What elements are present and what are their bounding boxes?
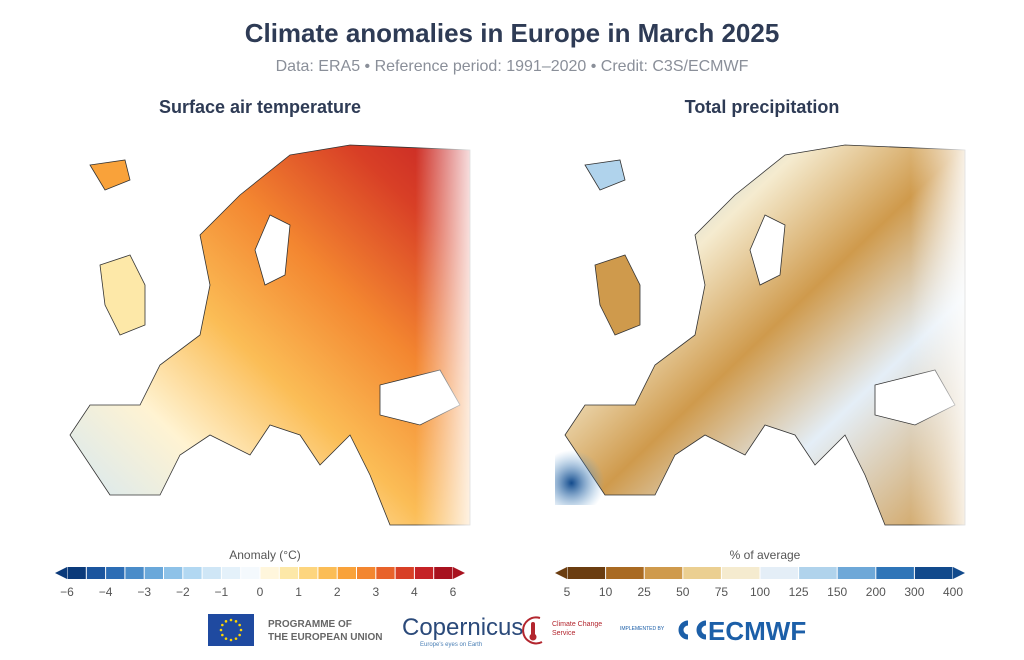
eu-programme-line1: PROGRAMME OF (268, 619, 352, 630)
colorbar-segment (125, 567, 144, 579)
colorbar-segment (760, 567, 799, 579)
colorbar-segment (799, 567, 837, 579)
ecmwf-logo: ECMWF (708, 616, 807, 646)
colorbar-segment (279, 567, 299, 579)
colorbar-tick-label: 5 (563, 585, 571, 599)
colorbar-tick-label: −2 (175, 585, 190, 599)
eu-star (238, 623, 241, 627)
colorbar-tick-label: 0 (256, 585, 264, 599)
colorbar-tick-label: 10 (598, 585, 613, 599)
colorbar-tick-label: 150 (827, 585, 848, 599)
colorbar-tick-label: −3 (137, 585, 152, 599)
colorbar-tick-label: 100 (749, 585, 771, 599)
eu-star (229, 618, 233, 622)
colorbar-extend-low (55, 567, 67, 579)
page-title: Climate anomalies in Europe in March 202… (244, 18, 780, 48)
colorbar-tick-label: 200 (865, 585, 886, 599)
colorbar-segment (86, 567, 106, 579)
colorbar-segment (221, 567, 241, 579)
colorbar-tick-label: 300 (904, 585, 925, 599)
precipitation-colorbar-bar (555, 567, 965, 579)
colorbar-segment (414, 567, 434, 579)
colorbar-tick-label: 4 (411, 585, 418, 599)
eu-star (239, 628, 243, 632)
copernicus-logo: Copernicus (402, 614, 524, 641)
precipitation-panel-title: Total precipitation (684, 97, 840, 117)
precipitation-legend-label: % of average (729, 548, 801, 562)
precipitation-colorbar-ticks: 5 10 25 50 75 100 125 150 200 300 400 (555, 585, 975, 601)
colorbar-tick-label: 25 (637, 585, 651, 599)
colorbar-segment (837, 567, 876, 579)
colorbar-segment (395, 567, 414, 579)
eu-star (234, 637, 238, 640)
temperature-colorbar-bar (55, 567, 465, 579)
eu-star (234, 620, 238, 623)
eu-star (221, 633, 224, 637)
colorbar-tick-label: 1 (295, 585, 302, 599)
eu-star (229, 638, 233, 642)
precipitation-colorbar: % of average 5 10 25 50 75 100 125 150 200 300 400 (555, 548, 975, 601)
colorbar-segment (241, 567, 260, 579)
eu-star (238, 633, 241, 637)
colorbar-segment (721, 567, 760, 579)
colorbar-tick-label: −6 (60, 585, 74, 599)
colorbar-segment (606, 567, 644, 579)
copernicus-tagline: Europe's eyes on Earth (420, 642, 483, 648)
logo-strip: PROGRAMME OF THE EUROPEAN UNION Copernic… (0, 612, 1024, 652)
colorbar-segment (376, 567, 395, 579)
colorbar-segment (644, 567, 683, 579)
colorbar-segment (567, 567, 606, 579)
colorbar-segment (144, 567, 163, 579)
colorbar-tick-label: 75 (714, 585, 729, 599)
colorbar-segment (683, 567, 721, 579)
eu-flag-logo (208, 614, 254, 646)
c3s-logo-text: Climate Change Service (552, 621, 603, 637)
temperature-colorbar: Anomaly (°C) −6 −4 −3 −2 −1 0 1 2 3 4 6 (55, 548, 475, 601)
colorbar-tick-label: 50 (676, 585, 690, 599)
colorbar-segment (202, 567, 221, 579)
colorbar-tick-label: 3 (372, 585, 380, 599)
temperature-colorbar-ticks: −6 −4 −3 −2 −1 0 1 2 3 4 6 (55, 585, 475, 601)
implemented-by-label: IMPLEMENTED BY (620, 626, 665, 632)
colorbar-segment (337, 567, 356, 579)
page-subtitle: Data: ERA5 • Reference period: 1991–2020… (275, 58, 749, 75)
colorbar-tick-label: 125 (788, 585, 809, 599)
colorbar-segment (67, 567, 86, 579)
colorbar-extend-high (453, 567, 465, 579)
temperature-panel-title: Surface air temperature (158, 97, 362, 117)
colorbar-segment (876, 567, 914, 579)
eu-star (224, 637, 228, 640)
colorbar-segment (299, 567, 318, 579)
colorbar-extend-high (953, 567, 965, 579)
ecmwf-symbol-icon (678, 620, 707, 640)
colorbar-tick-label: 2 (333, 585, 341, 599)
eu-programme-line2: THE EUROPEAN UNION (268, 632, 383, 643)
colorbar-segment (183, 567, 202, 579)
temperature-legend-label: Anomaly (°C) (229, 548, 301, 562)
colorbar-segment (434, 567, 453, 579)
colorbar-tick-label: −4 (98, 585, 113, 599)
colorbar-segment (106, 567, 125, 579)
colorbar-segment (260, 567, 279, 579)
colorbar-segment (318, 567, 337, 579)
colorbar-extend-low (555, 567, 567, 579)
eu-star (219, 628, 223, 632)
temperature-anomaly-map (50, 135, 480, 535)
c3s-thermometer-icon (522, 616, 543, 645)
eu-star (221, 623, 224, 627)
colorbar-segment (357, 567, 376, 579)
eu-star (224, 620, 228, 623)
colorbar-segment (164, 567, 183, 579)
colorbar-tick-label: 6 (449, 585, 457, 599)
precipitation-anomaly-map (545, 135, 975, 535)
colorbar-segment (914, 567, 953, 579)
colorbar-tick-label: −1 (214, 585, 229, 599)
colorbar-tick-label: 400 (942, 585, 964, 599)
